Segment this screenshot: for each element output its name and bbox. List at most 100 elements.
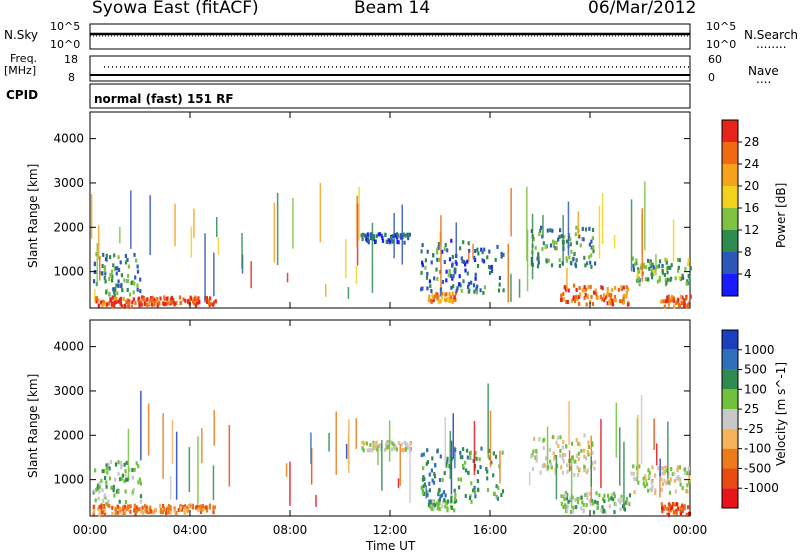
data-cell [640, 265, 643, 270]
data-cell [614, 298, 617, 303]
data-cell [459, 283, 462, 288]
data-cell [665, 468, 669, 473]
data-cell [175, 511, 178, 515]
data-cell [439, 299, 442, 304]
data-cell [461, 455, 464, 460]
data-cell [372, 440, 375, 445]
data-streak [487, 383, 489, 455]
data-cell [606, 301, 609, 306]
data-cell [539, 229, 542, 233]
data-cell [150, 509, 153, 514]
data-cell [387, 238, 390, 243]
data-cell [669, 503, 672, 508]
data-cell [454, 492, 457, 497]
data-cell [633, 490, 636, 495]
data-cell [565, 256, 568, 261]
data-cell [397, 240, 400, 245]
data-cell [98, 504, 101, 509]
data-cell [466, 259, 469, 264]
data-cell [602, 293, 606, 298]
data-cell [547, 258, 550, 263]
data-cell [667, 513, 670, 518]
data-streak [397, 478, 400, 489]
data-cell [435, 292, 438, 297]
data-cell [123, 278, 126, 283]
data-cell [136, 264, 139, 269]
data-cell [617, 287, 620, 292]
data-cell [566, 300, 569, 304]
data-cell [647, 258, 650, 263]
data-cell [384, 232, 387, 237]
data-cell [121, 473, 124, 478]
data-cell [107, 301, 111, 306]
data-cell [537, 260, 540, 265]
data-cell [104, 476, 107, 480]
data-cell [578, 496, 581, 501]
data-cell [676, 257, 679, 262]
data-cell [139, 481, 142, 486]
data-cell [117, 460, 120, 465]
data-cell [495, 484, 498, 489]
data-cell [431, 456, 434, 461]
data-cell [631, 256, 634, 261]
data-cell [126, 477, 129, 482]
nsearch-dots: ........ [756, 37, 787, 51]
data-cell [582, 509, 585, 514]
data-cell [444, 243, 447, 247]
data-cell [486, 255, 489, 260]
data-cell [576, 500, 580, 505]
data-cell [119, 260, 122, 265]
data-cell [663, 471, 666, 475]
data-cell [379, 447, 383, 451]
data-cell [613, 510, 616, 515]
data-cell [116, 504, 120, 509]
data-cell [617, 498, 620, 502]
data-cell [610, 496, 613, 501]
data-cell [142, 297, 145, 302]
data-cell [135, 258, 138, 263]
data-cell [480, 446, 483, 451]
data-cell [678, 258, 681, 263]
data-cell [438, 257, 441, 262]
data-cell [552, 451, 555, 456]
data-cell [620, 494, 623, 499]
data-streak [96, 243, 98, 287]
data-cell [119, 477, 122, 482]
data-cell [536, 264, 540, 269]
data-cell [393, 446, 396, 451]
data-cell [437, 246, 440, 250]
data-cell [437, 300, 440, 305]
data-cell [590, 264, 593, 269]
data-cell [586, 468, 589, 473]
cpid-label: CPID [6, 88, 39, 102]
data-cell [369, 236, 372, 241]
data-cell [668, 508, 671, 513]
data-cell [115, 271, 118, 276]
data-cell [432, 480, 436, 485]
data-cell [496, 496, 499, 501]
data-cell [132, 297, 135, 302]
data-cell [633, 262, 636, 267]
data-streak [119, 226, 121, 244]
data-cell [428, 472, 431, 477]
data-cell [660, 487, 663, 492]
data-cell [116, 291, 119, 296]
data-cell [112, 297, 116, 302]
data-cell [613, 494, 616, 499]
data-cell [650, 480, 653, 485]
data-cell [626, 302, 630, 307]
data-cell [433, 276, 436, 281]
data-cell [140, 509, 143, 514]
data-cell [114, 299, 118, 304]
data-cell [446, 297, 449, 302]
data-cell [138, 296, 141, 301]
data-cell [580, 506, 583, 511]
data-cell [110, 485, 113, 490]
data-cell [482, 259, 486, 264]
data-cell [567, 499, 570, 504]
data-cell [590, 239, 593, 244]
data-cell [431, 292, 434, 297]
data-cell [108, 277, 111, 281]
data-cell [541, 247, 544, 252]
data-cell [474, 490, 477, 495]
